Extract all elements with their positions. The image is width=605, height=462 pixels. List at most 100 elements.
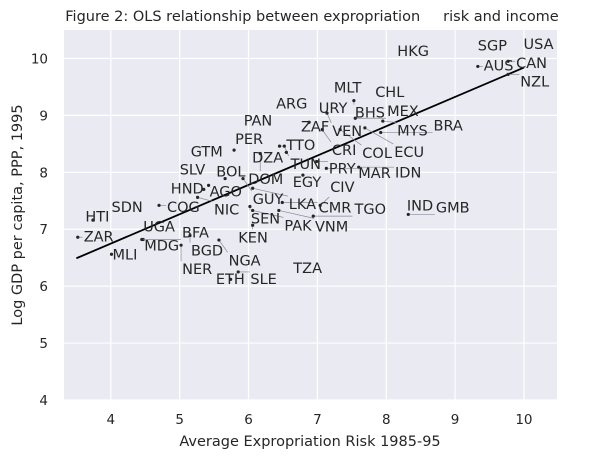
leader-line (242, 178, 253, 192)
point-marker (476, 64, 480, 69)
point-label-chl: CHL (375, 85, 404, 101)
point-label-vnm: VNM (315, 219, 348, 235)
leader-line (382, 120, 397, 123)
point-label-sen: SEN (251, 212, 280, 228)
point-marker (236, 270, 240, 274)
point-marker (76, 235, 80, 239)
point-marker (223, 176, 227, 181)
tick-labels: 4 5 6 7 8 9 10 4 5 6 7 8 9 10 (31, 51, 533, 428)
point-marker (202, 187, 206, 191)
point-label-mex: MEX (387, 104, 419, 120)
point-marker (379, 130, 383, 135)
point-label-gtm: GTM (191, 144, 223, 160)
point-marker (206, 183, 211, 187)
y-tick-label: 10 (31, 51, 48, 67)
point-marker (258, 151, 262, 156)
leader-line (339, 129, 362, 146)
point-label-pan: PAN (244, 114, 273, 130)
x-tick-label: 8 (382, 412, 391, 428)
point-label-arg: ARG (276, 97, 307, 113)
point-label-per: PER (235, 132, 263, 148)
point-marker (381, 119, 385, 123)
x-tick-label: 5 (175, 412, 184, 428)
x-tick-label: 10 (515, 412, 532, 428)
point-marker (406, 212, 410, 217)
gridlines (64, 30, 557, 401)
leader-line (278, 210, 315, 219)
point-marker (363, 126, 367, 130)
point-label-cri: CRI (332, 143, 356, 159)
x-tick-label: 4 (107, 412, 116, 428)
x-axis-label: Average Expropriation Risk 1985-95 (179, 434, 440, 450)
point-label-usa: USA (524, 37, 554, 53)
point-label-pry: PRY (329, 161, 356, 177)
point-label-gmb: GMB (436, 200, 470, 216)
point-label-dom: DOM (248, 172, 283, 188)
point-label-mys: MYS (397, 124, 428, 140)
point-label-zar: ZAR (84, 229, 114, 245)
point-label-mdg: MDG (144, 239, 179, 255)
point-label-uga: UGA (143, 220, 175, 236)
point-label-col: COL (362, 146, 392, 162)
point-label-ind: IND (407, 198, 433, 214)
point-marker (282, 144, 286, 148)
point-marker (179, 243, 183, 247)
point-label-tgo: TGO (354, 202, 387, 218)
point-marker (357, 165, 361, 169)
regression-line (76, 66, 525, 260)
point-label-ner: NER (182, 262, 212, 278)
leader-line (197, 197, 214, 202)
point-label-ago: AGO (210, 184, 242, 200)
point-label-ken: KEN (238, 230, 268, 246)
point-marker (251, 208, 255, 213)
point-marker (157, 203, 161, 207)
point-label-can: CAN (516, 56, 547, 72)
leader-line (218, 239, 228, 253)
point-marker (277, 208, 281, 213)
point-marker (251, 186, 255, 190)
point-marker (284, 150, 289, 154)
point-label-ecu: ECU (394, 145, 424, 161)
point-marker (506, 59, 510, 63)
point-label-lka: LKA (289, 197, 316, 213)
point-marker (352, 98, 356, 103)
point-marker (248, 204, 252, 209)
point-label-hti: HTI (85, 210, 109, 226)
point-label-cmr: CMR (319, 201, 352, 217)
y-axis-label: Log GDP per capita, PPP, 1995 (10, 104, 26, 325)
point-marker (188, 233, 192, 238)
point-label-hnd: HND (171, 181, 204, 197)
y-tick-label: 9 (39, 108, 48, 124)
point-marker (109, 252, 114, 256)
point-marker (353, 116, 357, 120)
point-label-zaf: ZAF (301, 120, 329, 136)
point-marker (325, 111, 329, 115)
point-marker (315, 159, 319, 164)
point-label-ven: VEN (332, 124, 362, 140)
point-label-bhs: BHS (355, 106, 385, 122)
point-marker (251, 223, 255, 227)
point-label-tun: TUN (290, 157, 321, 173)
point-label-bgd: BGD (191, 244, 223, 260)
point-label-mlt: MLT (334, 81, 362, 97)
point-label-bra: BRA (434, 119, 463, 135)
point-marker (140, 237, 144, 242)
y-tick-label: 5 (39, 336, 48, 352)
point-label-nga: NGA (229, 253, 261, 269)
leader-line (321, 129, 332, 143)
point-label-mar: MAR (358, 166, 391, 182)
y-tick-label: 6 (39, 279, 48, 295)
point-label-cog: COG (167, 200, 200, 216)
point-marker (277, 144, 282, 148)
point-label-nic: NIC (214, 202, 239, 218)
point-label-bfa: BFA (182, 226, 209, 242)
point-marker (506, 72, 510, 76)
point-marker (320, 128, 324, 132)
point-marker (232, 148, 236, 152)
point-marker (338, 128, 342, 132)
point-label-mli: MLI (113, 247, 138, 263)
y-tick-label: 8 (39, 165, 48, 181)
leader-line (364, 127, 394, 145)
